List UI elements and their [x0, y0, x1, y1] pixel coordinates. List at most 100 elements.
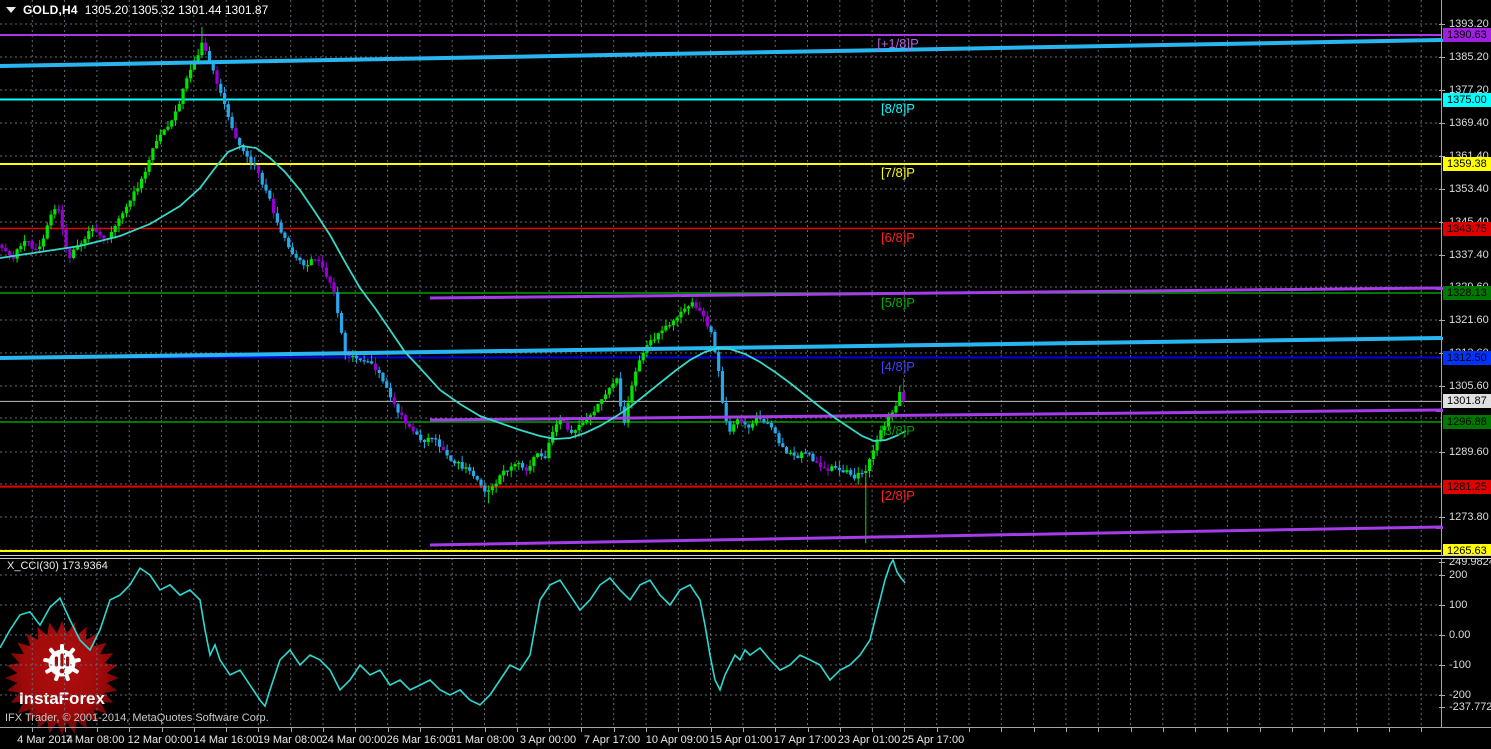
time-axis-tick [613, 728, 615, 732]
time-axis-tick [807, 728, 809, 732]
time-axis-label: 15 Apr 01:00 [709, 734, 773, 746]
cci-axis-label: -200 [1449, 689, 1472, 701]
time-axis-tick [355, 728, 357, 732]
price-badge: 1375.00 [1443, 92, 1491, 107]
time-axis-tick [1292, 728, 1293, 732]
gear-icon [43, 644, 81, 682]
symbol-timeframe-label: GOLD,H4 [23, 3, 78, 17]
murrey-label: [5/8]P [881, 295, 915, 310]
time-axis-tick [64, 728, 66, 732]
time-axis-tick [290, 728, 292, 732]
cci-axis-label: 100 [1449, 599, 1468, 611]
price-axis-tick [1439, 254, 1445, 256]
price-axis-label: 1369.40 [1449, 117, 1489, 129]
time-axis-tick [1227, 728, 1229, 732]
price-axis-tick [1439, 319, 1445, 321]
cci-indicator-panel[interactable] [0, 558, 1443, 727]
time-axis[interactable]: 4 Mar 2014 7 Mar 08:00 12 Mar 00:00 14 Mar … [0, 727, 1491, 749]
moving-average-line [0, 145, 907, 442]
cci-axis-tick [1439, 604, 1445, 606]
time-axis-tick [936, 728, 938, 732]
time-axis-tick [323, 728, 324, 732]
time-axis-tick [1324, 728, 1326, 732]
time-axis-tick [710, 728, 712, 732]
cci-line [0, 558, 906, 708]
time-axis-tick [1098, 728, 1100, 732]
time-axis-tick [1388, 728, 1390, 732]
price-chart-canvas[interactable]: [+1/8]P [8/8]P [7/8]P [6/8]P [5/8]P [4/8]P [3/… [0, 0, 1443, 557]
price-badge: 1312.50 [1443, 350, 1491, 365]
time-axis-tick [161, 728, 163, 732]
price-axis-label: 1321.60 [1449, 314, 1489, 326]
time-axis-label: 25 Apr 17:00 [901, 734, 965, 746]
time-axis-tick [1356, 728, 1358, 732]
line-edge-mark [1436, 287, 1443, 290]
time-axis-tick [96, 728, 98, 732]
price-badge: 1301.87 [1443, 394, 1491, 409]
price-axis-tick [1439, 155, 1445, 157]
time-axis-label: 10 Apr 09:00 [645, 734, 709, 746]
murrey-labels: [+1/8]P [8/8]P [7/8]P [6/8]P [5/8]P [4/8]P [3/… [877, 36, 919, 503]
time-axis-tick [1130, 728, 1132, 732]
panel-divider[interactable] [0, 555, 1491, 559]
time-axis-label: 23 Apr 01:00 [837, 734, 901, 746]
symbol-dropdown-icon[interactable] [6, 7, 16, 13]
time-axis-label: 7 Mar 08:00 [65, 734, 125, 746]
time-axis-tick [839, 728, 841, 732]
time-axis-tick [226, 728, 228, 732]
time-axis-tick [129, 728, 131, 732]
cci-axis-label: 249.9824 [1449, 556, 1491, 568]
price-badge: 1359.38 [1443, 157, 1491, 171]
cci-axis-label: -100 [1449, 659, 1472, 671]
time-axis-tick [1162, 728, 1164, 732]
time-axis-label: 7 Apr 17:00 [583, 734, 641, 746]
murrey-label: [2/8]P [881, 488, 915, 503]
price-axis[interactable]: 1393.20 1385.20 1377.20 1369.40 1361.40 1353.… [1439, 0, 1491, 727]
price-axis-label: 1353.40 [1449, 183, 1489, 195]
price-axis-tick [1439, 89, 1445, 91]
murrey-label: [3/8]P [881, 423, 915, 438]
time-axis-label: 4 Mar 2014 [17, 734, 73, 746]
logo-text: InstaForex [19, 689, 106, 708]
cci-indicator-label: X_CCI(30) 173.9364 [7, 560, 108, 572]
ohlc-values: 1305.20 1305.32 1301.44 1301.87 [84, 3, 269, 17]
time-axis-label: 31 Mar 08:00 [449, 734, 515, 746]
time-axis-label: 26 Mar 16:00 [386, 734, 452, 746]
price-badge: 1296.88 [1443, 415, 1491, 429]
time-axis-tick [452, 728, 454, 732]
cci-axis-tick [1439, 664, 1445, 666]
price-axis-tick [1439, 451, 1445, 453]
price-axis-label: 1337.40 [1449, 249, 1489, 261]
price-badge: 1328.13 [1443, 286, 1491, 300]
time-axis-tick [258, 728, 260, 732]
price-axis-tick [1439, 385, 1445, 387]
time-axis-tick [904, 728, 906, 732]
cci-axis-label: 0.00 [1449, 629, 1471, 641]
time-axis-tick [969, 728, 970, 732]
cci-axis-tick [1439, 574, 1445, 576]
time-axis-tick [193, 728, 195, 732]
candlestick-series [0, 26, 906, 544]
cci-axis-tick [1439, 706, 1445, 708]
price-badge: 1265.63 [1443, 544, 1491, 558]
line-edge-mark [1436, 409, 1443, 412]
time-axis-tick [1001, 728, 1003, 732]
time-axis-tick [387, 728, 389, 732]
price-axis-tick [1439, 221, 1445, 223]
time-axis-tick [1065, 728, 1067, 732]
time-axis-tick [549, 728, 551, 732]
time-axis-tick [419, 728, 421, 732]
time-axis-label: 12 Mar 00:00 [127, 734, 193, 746]
time-axis-tick [1259, 728, 1261, 732]
time-axis-label: 17 Apr 17:00 [773, 734, 837, 746]
time-axis-tick [581, 728, 583, 732]
price-axis-label: 1385.20 [1449, 51, 1489, 63]
cci-axis-tick [1439, 694, 1445, 696]
time-axis-tick [1421, 728, 1423, 732]
murrey-level-lines [0, 34, 1441, 552]
price-axis-tick [1439, 122, 1445, 124]
murrey-label: [8/8]P [881, 101, 915, 116]
time-axis-tick [1033, 728, 1035, 732]
